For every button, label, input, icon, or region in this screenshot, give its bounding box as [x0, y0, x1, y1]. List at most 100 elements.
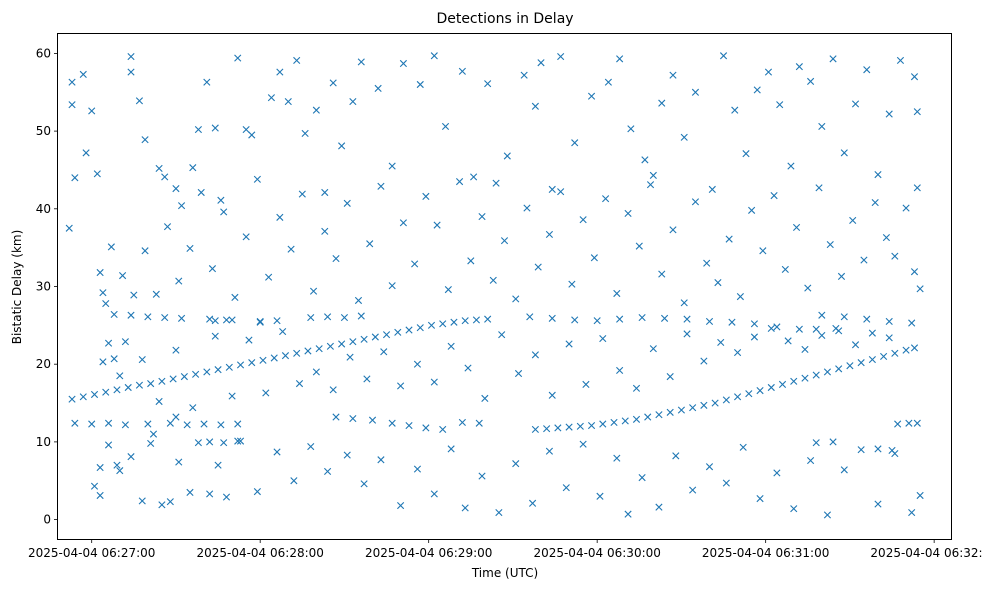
- detection-marker: [804, 284, 812, 292]
- detection-marker: [430, 378, 438, 386]
- detection-marker: [377, 182, 385, 190]
- detection-marker: [801, 374, 809, 382]
- y-axis: 0 10 20 30 40 50 60: [36, 46, 58, 527]
- detection-marker: [276, 68, 284, 76]
- y-tick-label: 40: [36, 202, 51, 216]
- detection-marker: [253, 488, 261, 496]
- detection-marker: [127, 453, 135, 461]
- detection-marker: [632, 384, 641, 392]
- detection-marker: [492, 179, 500, 187]
- detection-marker: [680, 133, 688, 141]
- detection-marker: [851, 341, 860, 349]
- y-axis-title: Bistatic Delay (km): [10, 230, 24, 345]
- detection-marker: [722, 479, 730, 487]
- detection-marker: [863, 66, 871, 74]
- detection-marker: [784, 337, 792, 345]
- detection-marker: [267, 94, 276, 102]
- detection-marker: [430, 52, 438, 60]
- detection-marker: [646, 181, 655, 189]
- detection-marker: [767, 324, 775, 333]
- detection-marker: [857, 359, 865, 367]
- detection-marker: [632, 415, 641, 423]
- detection-marker: [102, 300, 110, 308]
- detection-marker: [262, 389, 270, 397]
- detection-marker: [180, 373, 188, 381]
- detection-marker: [602, 195, 610, 203]
- detection-marker: [660, 314, 669, 322]
- detection-marker: [478, 212, 486, 221]
- detection-marker: [206, 490, 214, 498]
- detection-marker: [172, 346, 180, 354]
- detection-marker: [113, 386, 121, 394]
- detection-marker: [203, 78, 211, 86]
- detection-marker: [248, 131, 256, 139]
- detection-marker: [68, 395, 76, 403]
- detection-marker: [916, 491, 924, 500]
- x-axis-title: Time (UTC): [471, 566, 538, 580]
- detection-marker: [104, 441, 113, 449]
- detection-marker: [113, 461, 121, 469]
- detection-marker: [121, 338, 129, 346]
- detection-marker: [689, 404, 697, 412]
- detection-marker: [773, 323, 781, 331]
- detection-marker: [147, 439, 155, 448]
- detection-marker: [548, 314, 556, 322]
- detection-marker: [138, 355, 146, 364]
- detection-marker: [520, 71, 528, 79]
- detection-marker: [88, 420, 96, 428]
- detection-marker: [88, 107, 96, 115]
- detection-marker: [767, 383, 775, 392]
- detection-marker: [96, 491, 104, 500]
- detection-marker: [823, 511, 832, 519]
- detection-marker: [787, 162, 795, 170]
- detection-marker: [764, 68, 773, 76]
- detection-marker: [295, 380, 304, 388]
- detection-marker: [186, 244, 194, 253]
- detection-marker: [627, 125, 635, 133]
- detection-marker: [731, 106, 739, 114]
- detection-marker: [599, 420, 607, 428]
- detection-marker: [531, 351, 539, 359]
- detection-marker: [472, 316, 481, 324]
- detection-marker: [405, 421, 413, 430]
- detection-marker: [203, 368, 211, 376]
- detection-marker: [175, 458, 183, 466]
- detection-marker: [593, 317, 601, 325]
- detection-marker: [200, 420, 208, 428]
- detection-marker: [750, 320, 759, 328]
- points-layer: [65, 52, 924, 519]
- detection-marker: [189, 404, 197, 412]
- detection-marker: [582, 380, 590, 388]
- detection-marker: [888, 446, 896, 455]
- detection-marker: [722, 396, 730, 404]
- detection-marker: [118, 272, 127, 280]
- detection-marker: [753, 86, 761, 94]
- detection-marker: [579, 216, 587, 224]
- detection-marker: [481, 394, 489, 402]
- detection-marker: [548, 185, 556, 193]
- detection-marker: [166, 498, 174, 506]
- detection-marker: [461, 317, 469, 325]
- detection-marker: [470, 173, 478, 181]
- x-axis: 2025-04-04 06:27:00 2025-04-04 06:28:00 20…: [28, 539, 982, 560]
- detection-marker: [557, 52, 565, 61]
- detection-marker: [427, 321, 436, 329]
- detection-marker: [818, 122, 826, 131]
- detection-marker: [411, 260, 419, 268]
- detection-marker: [441, 122, 450, 131]
- detection-marker: [388, 162, 396, 170]
- detection-marker: [380, 348, 388, 356]
- detection-marker: [197, 188, 205, 197]
- detection-marker: [343, 451, 351, 459]
- detection-marker: [110, 310, 118, 319]
- detection-marker: [293, 349, 301, 357]
- detection-marker: [458, 67, 466, 75]
- detection-marker: [910, 73, 919, 81]
- detection-marker: [236, 437, 245, 445]
- detection-marker: [880, 352, 888, 361]
- detection-marker: [147, 380, 155, 388]
- detection-marker: [807, 77, 815, 85]
- detection-marker: [545, 447, 554, 455]
- detection-marker: [790, 505, 798, 513]
